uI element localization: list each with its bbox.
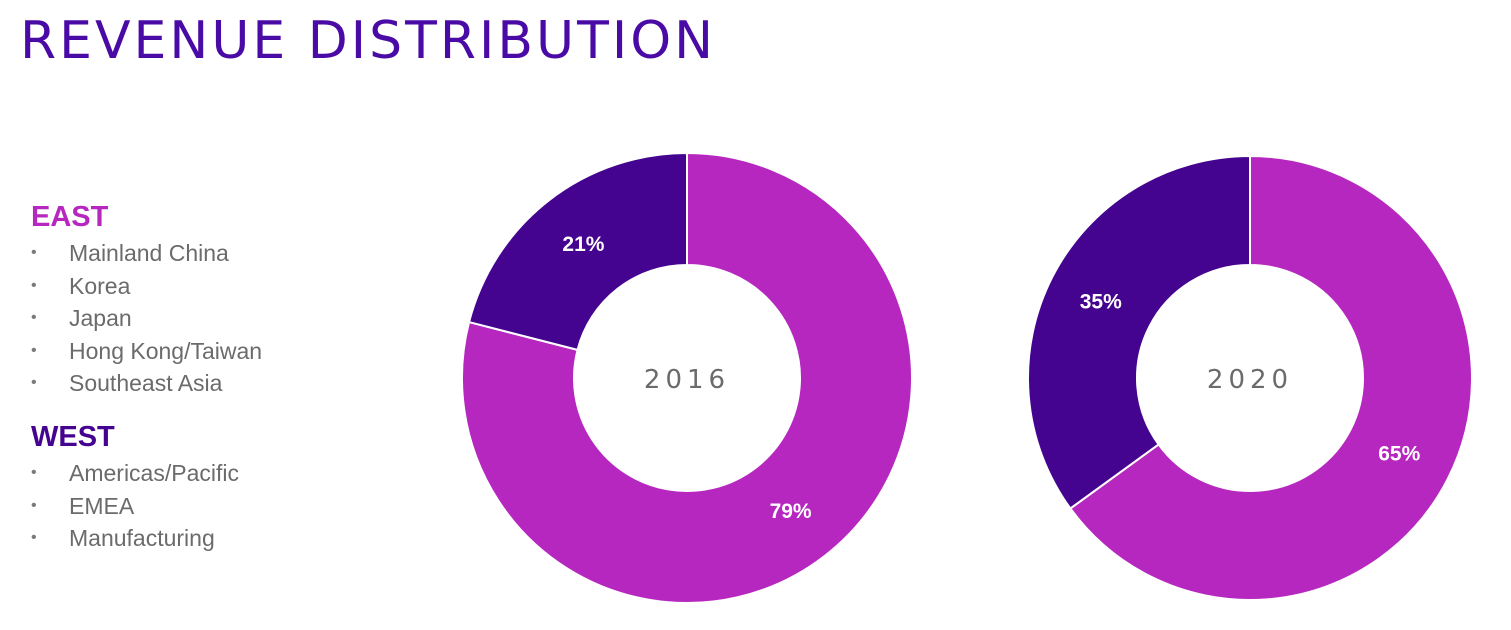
legend-item: • Southeast Asia xyxy=(31,367,351,400)
bullet-icon: • xyxy=(31,341,37,359)
legend-item: • Mainland China xyxy=(31,237,351,270)
bullet-icon: • xyxy=(31,529,37,546)
legend-item: • EMEA xyxy=(31,490,351,523)
legend-item: • Americas/Pacific xyxy=(31,457,351,490)
bullet-icon: • xyxy=(31,374,37,391)
slice-data-label: 21% xyxy=(562,233,604,256)
legend-item-label: EMEA xyxy=(69,492,135,519)
legend-list-east: • Mainland China • Korea • Japan • Hong Kong… xyxy=(31,237,351,400)
legend-heading-east: EAST xyxy=(31,201,109,233)
slice-data-label: 35% xyxy=(1080,290,1122,313)
legend-item-label: Korea xyxy=(69,272,131,299)
legend-item: • Korea xyxy=(31,270,351,303)
bullet-icon: • xyxy=(31,464,37,481)
legend-item-label: Hong Kong/Taiwan xyxy=(69,337,263,364)
slice-data-label: 65% xyxy=(1378,443,1420,466)
legend-item-label: Mainland China xyxy=(69,240,229,266)
donut-center-label: 2020 xyxy=(1207,365,1293,395)
bullet-icon: • xyxy=(31,244,37,261)
bullet-icon: • xyxy=(31,496,37,514)
donut-center-label: 2016 xyxy=(644,365,730,395)
page-title: REVENUE DISTRIBUTION xyxy=(20,11,717,71)
legend-item-label: Japan xyxy=(69,305,132,331)
donut-slice-east xyxy=(1069,154,1473,601)
legend-item-label: Americas/Pacific xyxy=(69,460,239,486)
legend-item: • Manufacturing xyxy=(31,522,351,555)
donut-slice-east xyxy=(461,151,913,604)
donut-chart-2016: 79% 21% 2016 xyxy=(461,151,913,604)
legend-east: EAST • Mainland China • Korea • Japan • Hong… xyxy=(31,199,351,400)
legend-item-label: Southeast Asia xyxy=(69,370,223,396)
donut-slice-west xyxy=(1027,154,1251,510)
legend-item: • Hong Kong/Taiwan xyxy=(31,335,351,368)
donut-chart-2020: 65% 35% 2020 xyxy=(1027,154,1473,601)
bullet-icon: • xyxy=(31,309,37,326)
legend-west: WEST • Americas/Pacific • EMEA • Manufactur… xyxy=(31,419,351,555)
legend-heading-west: WEST xyxy=(31,421,115,453)
donut-slice-west xyxy=(467,151,688,352)
bullet-icon: • xyxy=(31,276,37,294)
legend-item: • Japan xyxy=(31,302,351,335)
slice-data-label: 79% xyxy=(770,500,812,523)
legend-item-label: Manufacturing xyxy=(69,525,215,551)
legend-list-west: • Americas/Pacific • EMEA • Manufacturing xyxy=(31,457,351,555)
